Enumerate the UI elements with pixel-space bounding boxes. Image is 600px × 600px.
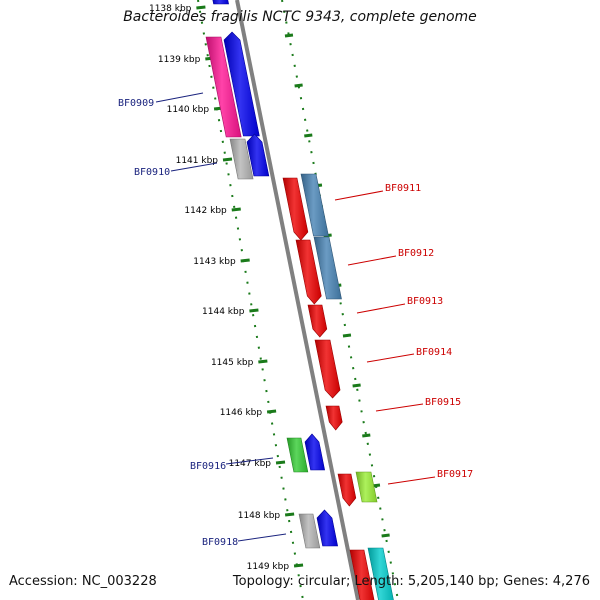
ruler-minor-tick	[304, 133, 313, 138]
ruler-minor-tick	[342, 333, 352, 338]
feature-bf0911-red	[282, 177, 309, 241]
feature-bf0917-lime	[355, 471, 378, 503]
gene-label: BF0913	[407, 296, 443, 307]
gene-label: BF0914	[416, 347, 452, 358]
ruler-minor-tick	[362, 433, 371, 438]
ruler-tick-label: 1143 kbp	[193, 257, 236, 267]
ruler-tick-label: 1139 kbp	[158, 55, 201, 65]
ruler-tick-mark	[222, 157, 233, 162]
ruler-tick-mark	[240, 258, 250, 263]
feature-bf0910-grey	[229, 138, 254, 180]
gene-leader-line	[366, 353, 415, 363]
ruler-tick-label: 1138 kbp	[149, 4, 192, 14]
gene-leader-line	[387, 476, 436, 485]
feature-bf0916-blue	[304, 433, 326, 471]
feature-top-clip	[212, 0, 229, 5]
feature-bf0914-red	[314, 339, 341, 399]
ruler-tick-mark	[275, 460, 286, 465]
gene-label: BF0916	[190, 461, 226, 472]
gene-leader-line	[170, 162, 218, 172]
gene-label: BF0912	[398, 248, 434, 259]
gene-leader-line	[356, 303, 406, 314]
ruler-tick-label: 1142 kbp	[184, 206, 227, 216]
ruler-tick-label: 1149 kbp	[247, 562, 290, 572]
ruler-tick-mark	[196, 5, 206, 10]
ruler-tick-mark	[231, 207, 241, 212]
feature-bottom-cyan	[367, 547, 394, 600]
gene-label: BF0909	[118, 98, 154, 109]
feature-bf0913-red	[307, 304, 328, 338]
feature-bf0916-green	[286, 437, 309, 473]
feature-bf0917-red	[337, 473, 357, 507]
ruler-minor-tick	[284, 33, 294, 38]
ruler-tick-mark	[284, 512, 295, 517]
ruler-dotted-line-left	[197, 0, 304, 600]
gene-label: BF0911	[385, 183, 421, 194]
ruler-tick-mark	[258, 359, 268, 364]
gene-label: BF0915	[425, 397, 461, 408]
gene-leader-line	[347, 255, 397, 266]
gene-leader-line	[375, 403, 424, 412]
ruler-tick-label: 1148 kbp	[238, 511, 281, 521]
feature-bf0918-blue	[316, 509, 339, 547]
ruler-tick-mark	[293, 563, 304, 568]
gene-leader-line	[334, 190, 384, 201]
ruler-minor-tick	[381, 533, 390, 538]
gene-leader-line	[237, 533, 287, 542]
feature-bf0911-steelblue	[300, 173, 329, 237]
feature-bf0912-red	[295, 239, 322, 305]
gene-leader-line	[225, 457, 274, 465]
accession-text: Accession: NC_003228	[9, 574, 157, 589]
feature-bf0915-red	[325, 405, 343, 431]
gene-label: BF0917	[437, 469, 473, 480]
ruler-tick-label: 1146 kbp	[220, 408, 263, 418]
gene-leader-line	[155, 92, 204, 103]
genome-backbone	[235, 0, 360, 600]
ruler-tick-label: 1141 kbp	[176, 156, 219, 166]
ruler-tick-label: 1147 kbp	[229, 459, 272, 469]
feature-bottom-red	[349, 549, 375, 600]
genome-summary-text: Topology: circular; Length: 5,205,140 bp…	[232, 574, 590, 589]
ruler-tick-mark	[249, 308, 259, 313]
gene-label: BF0918	[202, 537, 238, 548]
ruler-tick-label: 1140 kbp	[167, 105, 210, 115]
ruler-minor-tick	[294, 83, 303, 88]
feature-bf0910-blue	[246, 133, 270, 177]
ruler-tick-label: 1144 kbp	[202, 307, 245, 317]
feature-bf0912-steelblue	[313, 236, 342, 300]
gene-label: BF0910	[134, 167, 170, 178]
ruler-minor-tick	[352, 383, 361, 388]
ruler-tick-label: 1145 kbp	[211, 358, 254, 368]
ruler-tick-mark	[266, 409, 277, 414]
feature-bf0918-grey	[298, 513, 321, 549]
feature-bf0909-blue	[223, 31, 260, 137]
feature-bf0909-pink	[205, 36, 242, 138]
